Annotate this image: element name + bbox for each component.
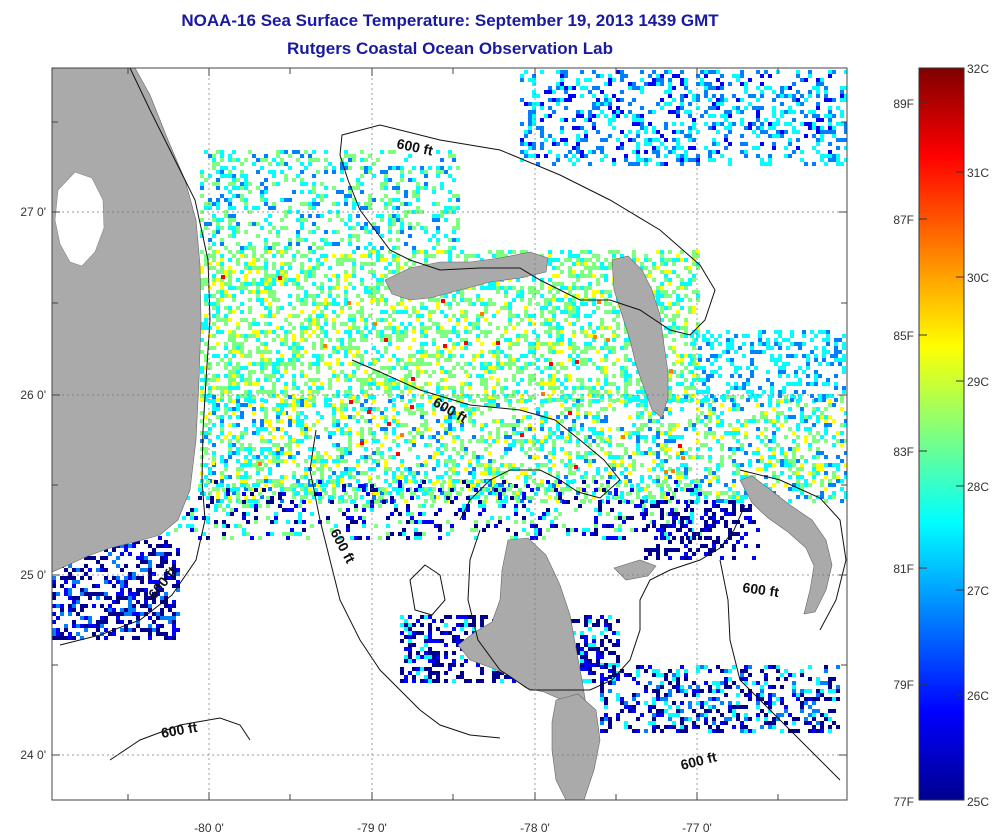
lon-tick-label: -77 0' xyxy=(682,821,712,835)
contour-lower-left xyxy=(109,717,251,761)
contour-label: 600 ft xyxy=(160,719,199,741)
grand-bahama-land xyxy=(384,251,549,301)
eleuthera-land xyxy=(739,475,833,615)
sst-pixel-layer xyxy=(52,70,847,733)
colorbar-c-label: 32C xyxy=(967,62,989,76)
colorbar-f-label: 85F xyxy=(893,329,914,343)
land-layer xyxy=(52,68,833,800)
contour-florida-shelf xyxy=(59,68,211,646)
colorbar xyxy=(918,67,965,801)
colorbar-f-label: 83F xyxy=(893,445,914,459)
lat-tick-label: 26 0' xyxy=(20,388,46,402)
lake-okeechobee xyxy=(54,171,105,267)
colorbar-f-label: 79F xyxy=(893,678,914,692)
abaco-land xyxy=(611,255,669,419)
contour-exuma-sound xyxy=(719,559,841,781)
lat-tick-label: 27 0' xyxy=(20,205,46,219)
map-title: NOAA-16 Sea Surface Temperature: Septemb… xyxy=(181,11,719,30)
lon-tick-label: -80 0' xyxy=(194,821,224,835)
contour-great-bahama-bank xyxy=(467,504,746,691)
colorbar-f-label: 87F xyxy=(893,213,914,227)
contour-cay-sal xyxy=(309,429,501,739)
colorbar-f-label: 81F xyxy=(893,562,914,576)
contour-label: 600 ft xyxy=(742,579,781,600)
colorbar-c-label: 29C xyxy=(967,375,989,389)
lat-tick-label: 24 0' xyxy=(20,748,46,762)
lon-tick-label: -78 0' xyxy=(520,821,550,835)
lon-tick-label: -79 0' xyxy=(357,821,387,835)
colorbar-ticks xyxy=(919,102,964,696)
contour-florida-straits xyxy=(351,359,621,521)
frame-ticks xyxy=(52,68,847,800)
colorbar-c-label: 27C xyxy=(967,584,989,598)
graticule xyxy=(52,68,847,800)
colorbar-c-label: 31C xyxy=(967,166,989,180)
map-subtitle: Rutgers Coastal Ocean Observation Lab xyxy=(287,39,613,58)
colorbar-c-label: 25C xyxy=(967,795,989,809)
colorbar-c-label: 26C xyxy=(967,689,989,703)
contour-berry-ring xyxy=(409,564,446,616)
colorbar-f-label: 89F xyxy=(893,97,914,111)
600ft-contours xyxy=(59,68,847,781)
map-frame xyxy=(51,67,848,801)
south-andros-land xyxy=(551,693,601,800)
contour-eleuthera-shelf xyxy=(739,469,847,631)
colorbar-c-label: 30C xyxy=(967,271,989,285)
colorbar-f-label: 77F xyxy=(893,795,914,809)
contour-little-bahama-bank xyxy=(339,124,716,336)
andros-land xyxy=(457,537,587,713)
colorbar-c-label: 28C xyxy=(967,480,989,494)
berry-islands-land xyxy=(613,559,657,581)
contour-label: 600 ft xyxy=(395,135,434,158)
lat-tick-label: 25 0' xyxy=(20,568,46,582)
